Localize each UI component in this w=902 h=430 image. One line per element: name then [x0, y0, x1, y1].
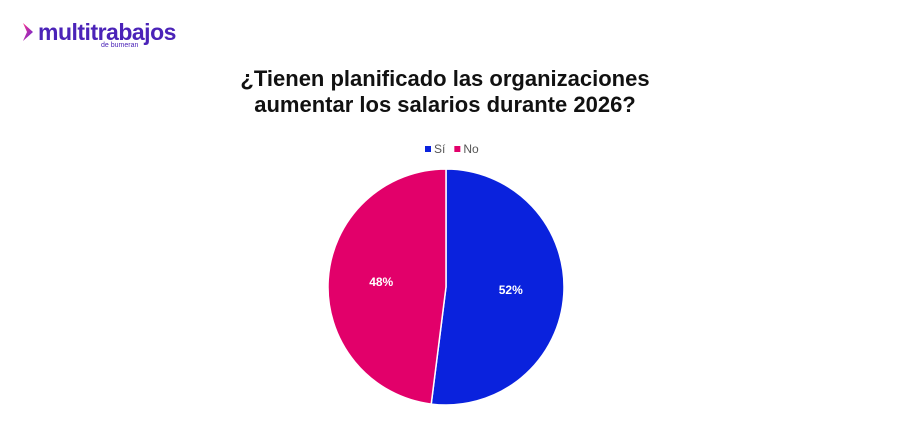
data-label: 52% — [499, 283, 523, 297]
legend-swatch — [425, 146, 431, 152]
pie-slice — [327, 168, 447, 405]
legend-label: Sí — [434, 142, 446, 156]
chart-title: ¿Tienen planificado las organizaciones a… — [240, 66, 650, 117]
logo-icon — [23, 23, 33, 41]
data-label: 48% — [369, 275, 393, 289]
logo-tagline: de bumeran — [101, 42, 139, 49]
legend-label: No — [463, 142, 479, 156]
legend-swatch — [454, 146, 461, 152]
pie-slice — [430, 168, 565, 406]
logo-name: multitrabajos — [38, 19, 176, 45]
